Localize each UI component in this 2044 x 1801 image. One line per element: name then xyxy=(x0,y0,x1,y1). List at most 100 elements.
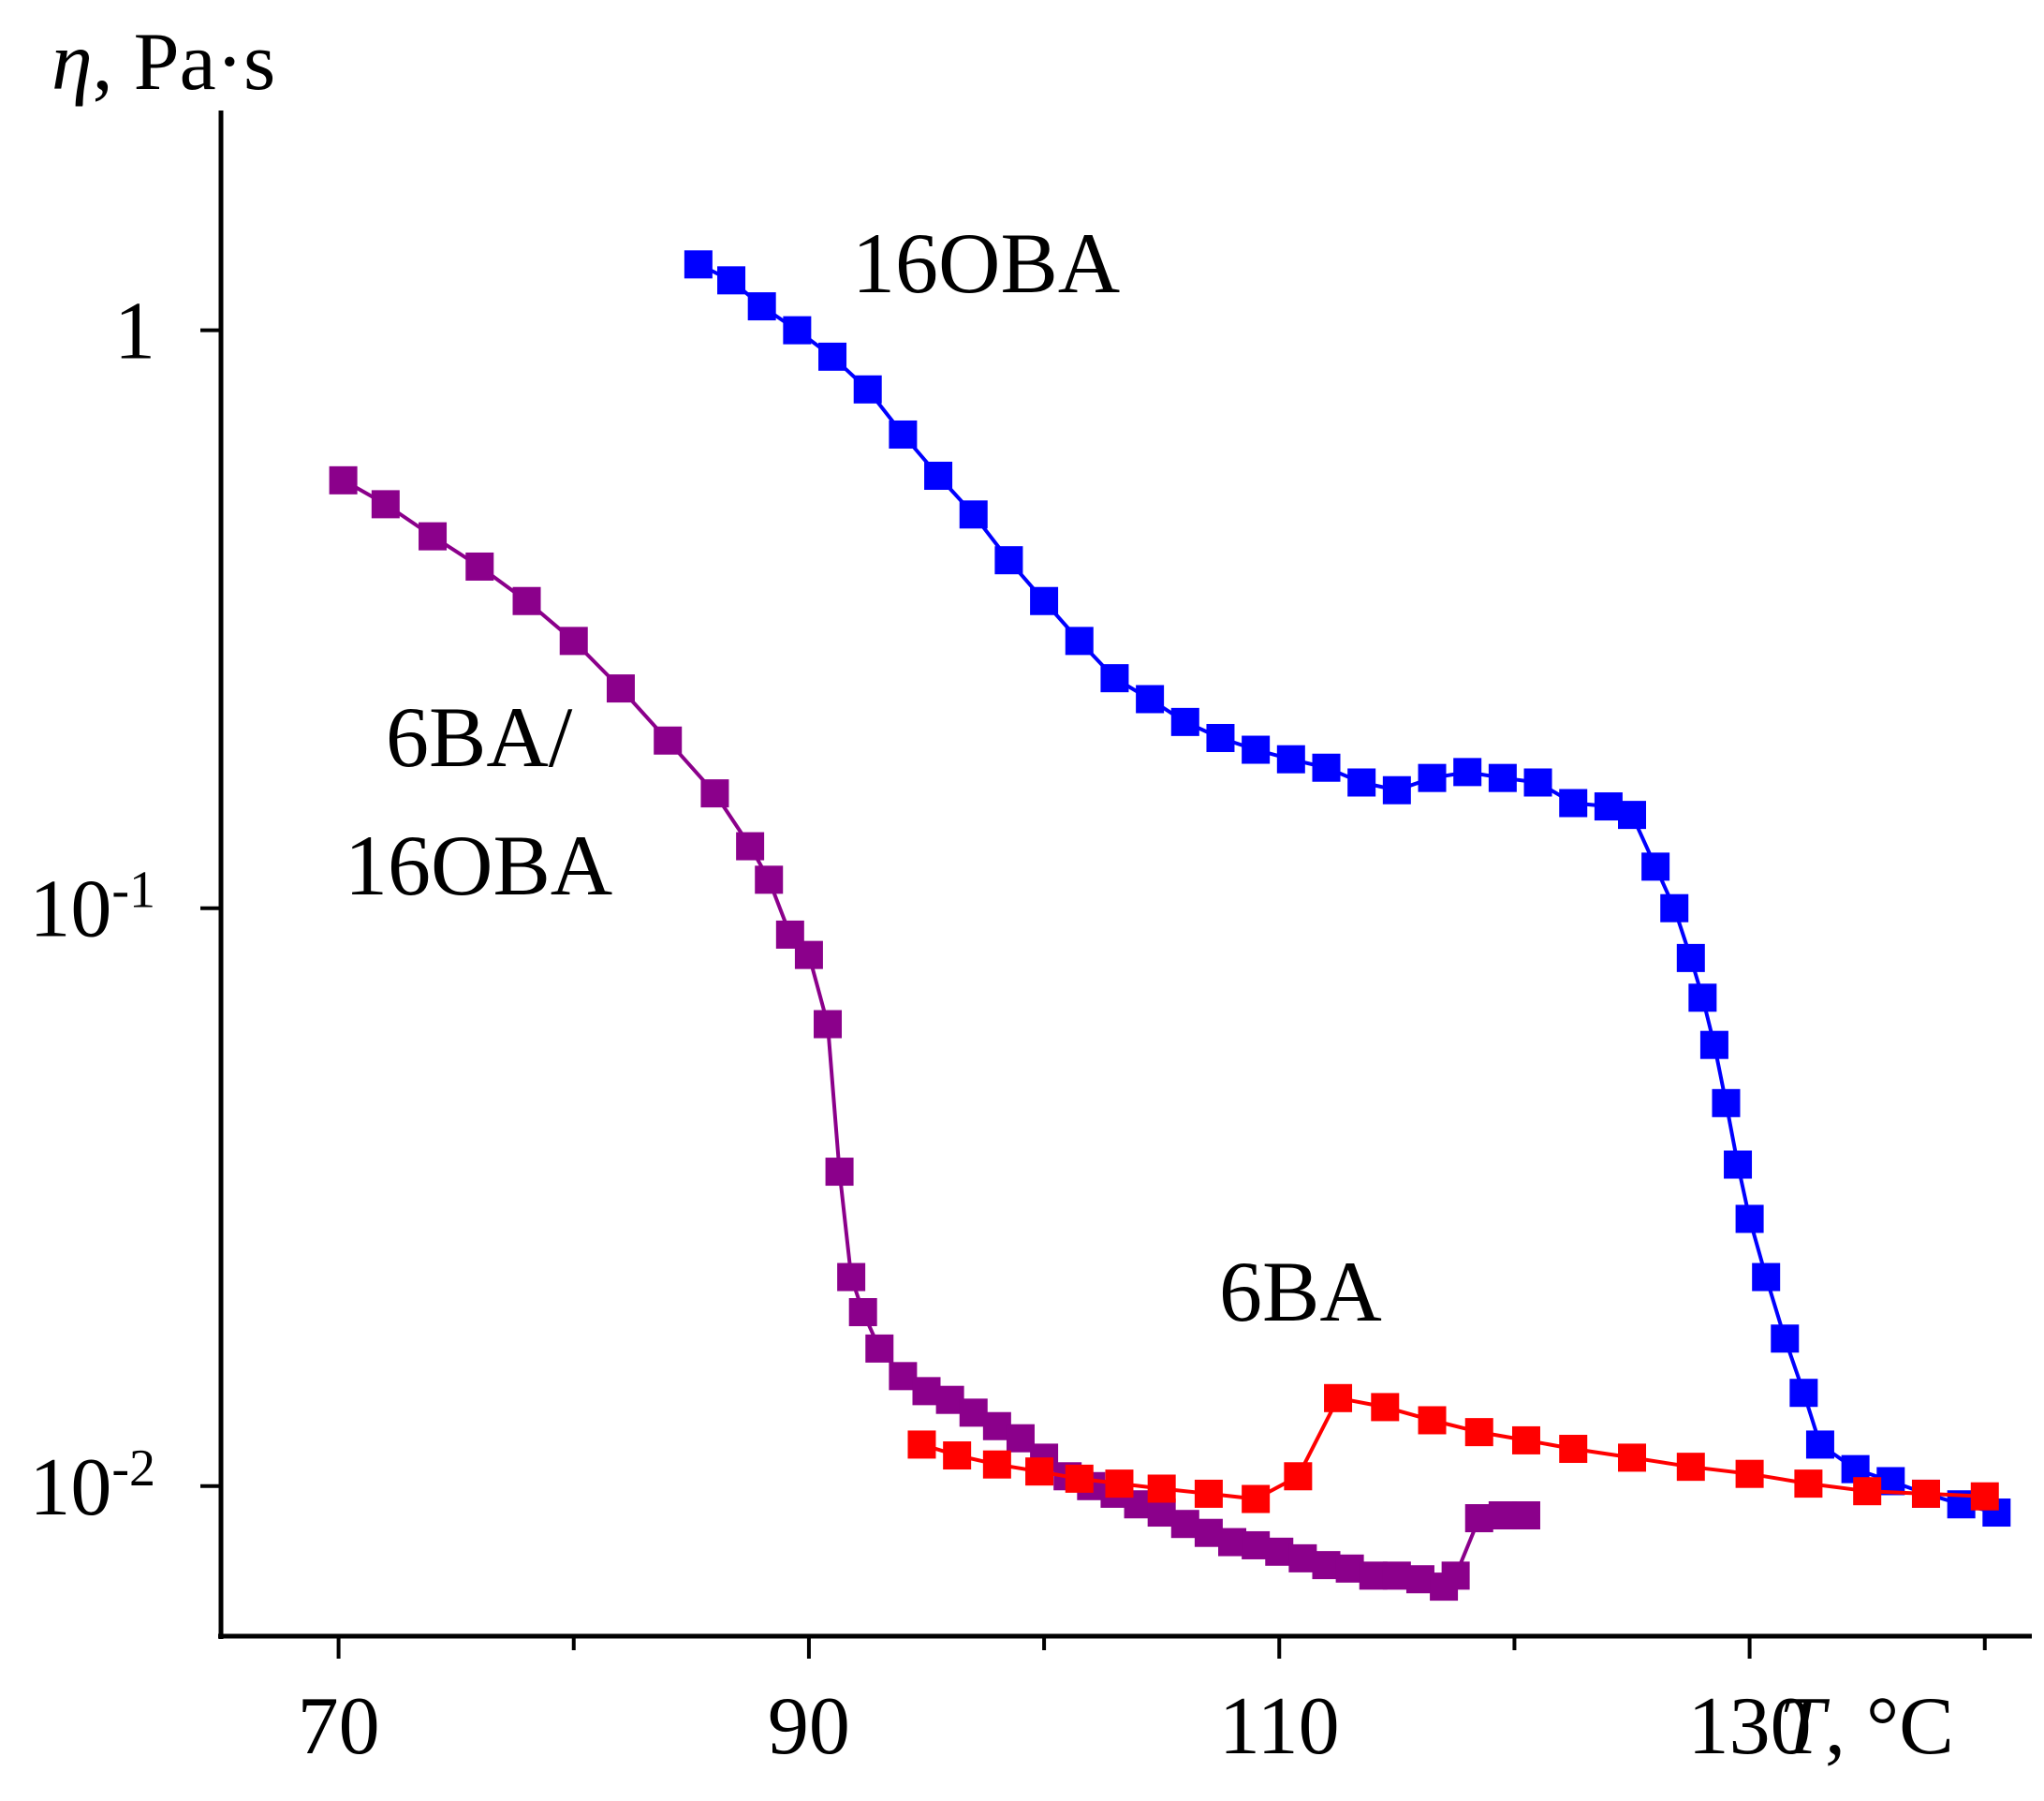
series-2 xyxy=(907,1383,1999,1513)
data-point xyxy=(1382,775,1411,805)
data-point xyxy=(1206,723,1235,752)
data-point xyxy=(1911,1479,1940,1508)
data-point xyxy=(959,500,988,529)
x-tick-label-90: 90 xyxy=(768,1681,850,1772)
data-point xyxy=(1488,1501,1517,1530)
data-point xyxy=(889,1362,918,1391)
data-point xyxy=(736,832,765,861)
data-point xyxy=(1065,627,1094,656)
series-label-6ba-16oba-line1: 6BA/ xyxy=(386,689,573,785)
data-point xyxy=(1805,1430,1834,1459)
data-point xyxy=(1618,1443,1647,1472)
data-point xyxy=(1559,1435,1588,1464)
data-point xyxy=(1464,1504,1493,1533)
data-point xyxy=(1676,943,1705,972)
y-axis-title: η, Pa·s xyxy=(51,17,275,108)
x-tick-label-130: 130 xyxy=(1688,1681,1812,1772)
data-point xyxy=(825,1158,854,1187)
data-point xyxy=(684,250,713,279)
data-point xyxy=(1218,1528,1247,1557)
data-point xyxy=(1284,1462,1313,1491)
data-point xyxy=(1735,1204,1764,1233)
data-point xyxy=(747,292,776,321)
series-label-6ba-16oba-line2: 16OBA xyxy=(345,818,612,913)
data-point xyxy=(1511,1501,1540,1530)
data-point xyxy=(1025,1457,1054,1486)
data-point xyxy=(1242,1484,1271,1513)
data-point xyxy=(1511,1425,1540,1454)
data-point xyxy=(1594,792,1623,821)
data-point xyxy=(1660,893,1689,923)
data-point xyxy=(865,1334,894,1363)
data-point xyxy=(1559,789,1588,818)
data-point xyxy=(1405,1565,1434,1594)
data-point xyxy=(889,420,918,449)
data-point xyxy=(717,266,746,295)
data-point xyxy=(606,674,635,703)
series-1 xyxy=(329,465,1540,1602)
y-axis-unit: , Pa·s xyxy=(93,17,276,108)
data-point xyxy=(1789,1379,1818,1408)
data-point xyxy=(1100,664,1129,693)
y-tick-label-1: 1 xyxy=(114,287,155,377)
data-point xyxy=(1335,1554,1364,1583)
data-point xyxy=(329,465,358,495)
data-point xyxy=(1312,753,1341,782)
data-point xyxy=(512,586,541,615)
data-point xyxy=(1464,1418,1493,1447)
data-point xyxy=(853,375,882,404)
data-point xyxy=(1006,1424,1035,1453)
data-point xyxy=(1488,763,1517,792)
x-axis-symbol: T xyxy=(1779,1681,1831,1772)
data-point xyxy=(419,522,448,551)
data-point xyxy=(912,1377,941,1406)
data-point xyxy=(1288,1543,1317,1572)
data-point xyxy=(1371,1393,1400,1422)
data-point xyxy=(1523,768,1552,797)
data-point xyxy=(1441,1561,1470,1590)
data-point xyxy=(1970,1482,1999,1511)
data-point xyxy=(943,1441,972,1470)
y-axis-symbol: η xyxy=(51,17,93,108)
y-tick-label-0.01: 10-2 xyxy=(29,1439,155,1533)
data-point xyxy=(982,1411,1011,1440)
series-line-1 xyxy=(342,479,1526,1589)
data-point xyxy=(848,1298,877,1327)
y-tick-label-0.1: 10-1 xyxy=(29,862,155,955)
data-point xyxy=(1752,1262,1781,1292)
series-layer xyxy=(329,250,2011,1602)
data-point xyxy=(1724,1150,1753,1179)
data-point xyxy=(371,490,400,519)
data-point xyxy=(935,1385,964,1414)
data-point xyxy=(1418,1406,1447,1435)
data-point xyxy=(1418,763,1447,792)
data-point xyxy=(1347,768,1376,797)
data-point xyxy=(1853,1477,1882,1506)
data-point xyxy=(1242,735,1271,764)
data-point xyxy=(1065,1464,1094,1493)
data-point xyxy=(700,779,729,808)
x-axis-title: T, °C xyxy=(1779,1681,1954,1772)
data-point xyxy=(1147,1498,1176,1528)
x-tick-label-70: 70 xyxy=(298,1681,380,1772)
ticks-layer: 70 90 110 130 1 10-1 10-2 xyxy=(29,287,1987,1772)
data-point xyxy=(1359,1561,1388,1590)
data-point xyxy=(1688,983,1717,1012)
data-point xyxy=(1147,1474,1176,1503)
data-point xyxy=(1136,685,1165,714)
data-point xyxy=(1170,1510,1199,1539)
data-point xyxy=(1618,801,1647,830)
data-point xyxy=(755,865,784,894)
data-point xyxy=(1242,1530,1271,1559)
data-point xyxy=(465,552,494,581)
data-point xyxy=(1382,1561,1411,1590)
data-point xyxy=(1794,1469,1823,1498)
data-point xyxy=(783,316,812,345)
data-point xyxy=(1453,758,1482,787)
data-point xyxy=(1676,1453,1705,1482)
data-point xyxy=(1194,1479,1223,1508)
data-point xyxy=(907,1430,936,1459)
x-axis-unit: , °C xyxy=(1825,1681,1954,1772)
series-0 xyxy=(684,250,2011,1528)
